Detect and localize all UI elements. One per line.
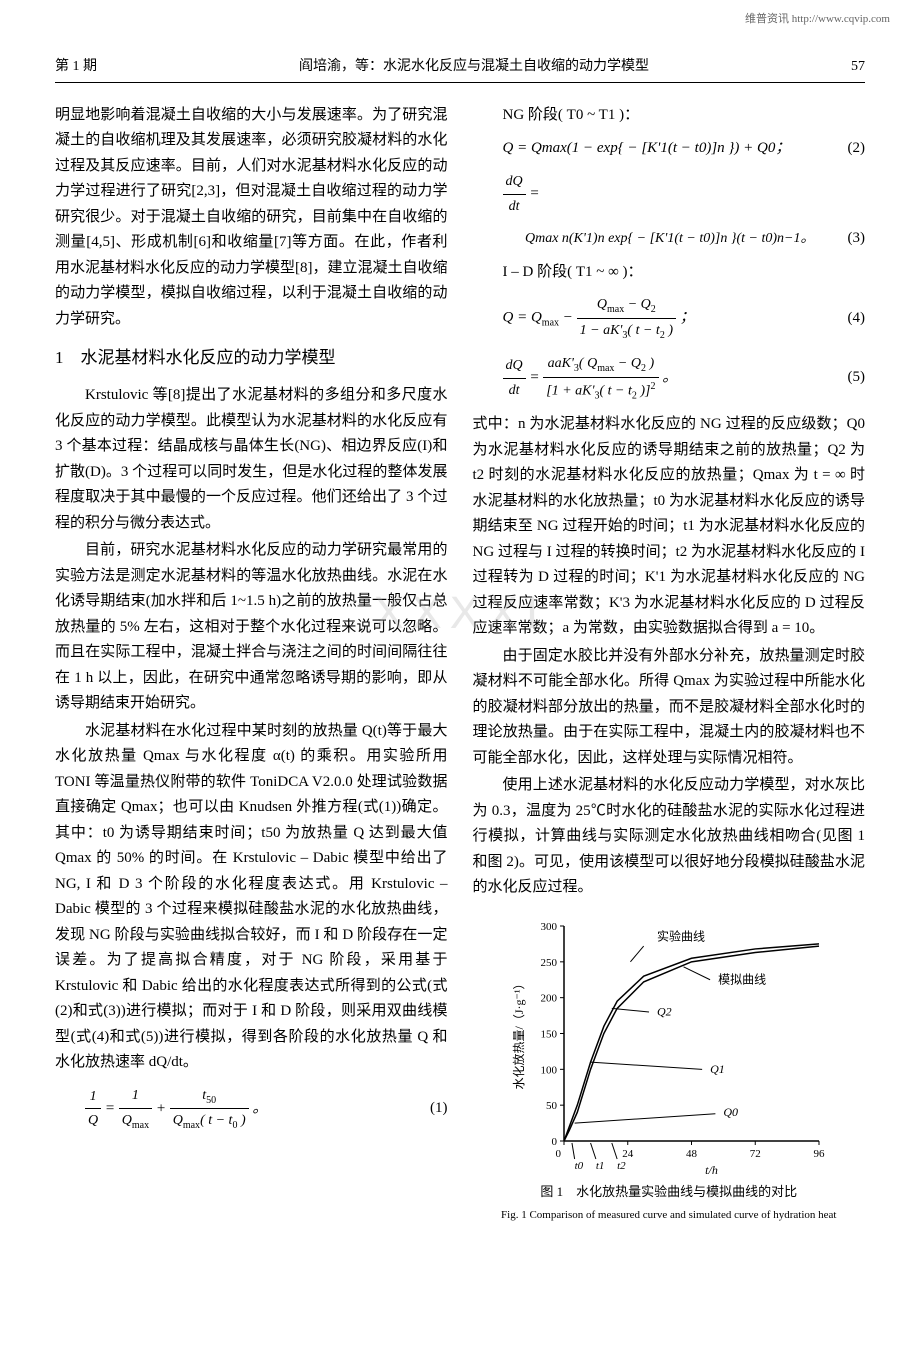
right-p2: 由于固定水胶比并没有外部水分补充，放热量测定时胶凝材料不可能全部水化。所得 Qm… [473, 644, 866, 772]
svg-text:Q2: Q2 [657, 1004, 672, 1018]
figure-1: 0 50 100 150 200 250 300 24 48 72 96 0 实验曲线模拟曲线 Q2 Q1 Q… [473, 916, 866, 1224]
header-right: 57 [851, 55, 865, 79]
svg-text:300: 300 [540, 921, 557, 933]
equation-5: dQdt = aaK'3( Qmax − Q2 )[1 + aK'3( t − … [503, 352, 866, 404]
equation-4: Q = Qmax − Qmax − Q21 − aK'3( t − t2 ) ；… [503, 293, 866, 344]
svg-text:t1: t1 [596, 1160, 605, 1172]
section-1-title: 1 水泥基材料水化反应的动力学模型 [55, 344, 448, 373]
svg-text:250: 250 [540, 957, 557, 969]
svg-text:t2: t2 [617, 1160, 626, 1172]
id-stage-label: I – D 阶段( T1 ~ ∞ )： [473, 260, 866, 286]
equation-2: Q = Qmax(1 − exp{ − [K'1(t − t0)]n }) + … [503, 136, 866, 162]
svg-text:96: 96 [813, 1148, 825, 1160]
section1-p3: 水泥基材料在水化过程中某时刻的放热量 Q(t)等于最大水化放热量 Qmax 与水… [55, 719, 448, 1076]
figure-1-chart: 0 50 100 150 200 250 300 24 48 72 96 0 实验曲线模拟曲线 Q2 Q1 Q… [509, 916, 829, 1176]
right-column: NG 阶段( T0 ~ T1 )： Q = Qmax(1 − exp{ − [K… [473, 103, 866, 1224]
svg-text:Q1: Q1 [710, 1062, 725, 1076]
figure-1-caption-en: Fig. 1 Comparison of measured curve and … [473, 1207, 866, 1224]
equation-3: Qmax n(K'1)n exp{ − [K'1(t − t0)]n }(t −… [525, 226, 865, 252]
ng-stage-label: NG 阶段( T0 ~ T1 )： [473, 103, 866, 129]
left-column: 明显地影响着混凝土自收缩的大小与发展速率。为了研究混凝土的自收缩机理及其发展速率… [55, 103, 448, 1224]
svg-text:实验曲线: 实验曲线 [657, 928, 705, 943]
svg-text:24: 24 [622, 1148, 634, 1160]
eq3-number: (3) [848, 226, 866, 252]
svg-text:72: 72 [750, 1148, 761, 1160]
svg-text:48: 48 [686, 1148, 698, 1160]
svg-text:0: 0 [555, 1148, 561, 1160]
right-p3: 使用上述水泥基材料的水化反应动力学模型，对水灰比为 0.3，温度为 25℃时水化… [473, 773, 866, 901]
svg-text:t0: t0 [574, 1160, 583, 1172]
right-p1: 式中：n 为水泥基材料水化反应的 NG 过程的反应级数；Q0 为水泥基材料水化反… [473, 412, 866, 642]
eq4-number: (4) [848, 306, 866, 332]
svg-text:t/h: t/h [705, 1163, 718, 1176]
figure-1-caption-cn: 图 1 水化放热量实验曲线与模拟曲线的对比 [473, 1182, 866, 1202]
header-center: 阎培渝，等：水泥水化反应与混凝土自收缩的动力学模型 [97, 55, 851, 79]
eq3-body: Qmax n(K'1)n exp{ − [K'1(t − t0)]n }(t −… [525, 227, 838, 251]
svg-text:50: 50 [546, 1100, 558, 1112]
svg-text:模拟曲线: 模拟曲线 [718, 972, 766, 986]
watermark-top: 维普资讯 http://www.cqvip.com [745, 10, 890, 29]
svg-text:150: 150 [540, 1028, 557, 1040]
svg-text:0: 0 [551, 1136, 557, 1148]
eq5-number: (5) [848, 365, 866, 391]
svg-text:Q0: Q0 [723, 1105, 738, 1119]
equation-1: 1Q = 1Qmax + t50Qmax( t − t0 ) 。 (1) [85, 1084, 448, 1135]
eq2-number: (2) [848, 136, 866, 162]
page-header: 第 1 期 阎培渝，等：水泥水化反应与混凝土自收缩的动力学模型 57 [55, 55, 865, 83]
section1-p1: Krstulovic 等[8]提出了水泥基材料的多组分和多尺度水化反应的动力学模… [55, 383, 448, 536]
eq2-body: Q = Qmax(1 − exp{ − [K'1(t − t0)]n }) + … [503, 136, 838, 162]
section1-p2: 目前，研究水泥基材料水化反应的动力学研究最常用的实验方法是测定水泥基材料的等温水… [55, 538, 448, 717]
eq1-number: (1) [430, 1096, 448, 1122]
svg-text:100: 100 [540, 1064, 557, 1076]
svg-text:200: 200 [540, 992, 557, 1004]
intro-paragraph: 明显地影响着混凝土自收缩的大小与发展速率。为了研究混凝土的自收缩机理及其发展速率… [55, 103, 448, 333]
header-left: 第 1 期 [55, 55, 97, 79]
svg-text:水化放热量/（J·g⁻¹）: 水化放热量/（J·g⁻¹） [511, 977, 526, 1089]
two-column-layout: 明显地影响着混凝土自收缩的大小与发展速率。为了研究混凝土的自收缩机理及其发展速率… [55, 103, 865, 1224]
equation-3-pre: dQdt = [503, 170, 866, 219]
